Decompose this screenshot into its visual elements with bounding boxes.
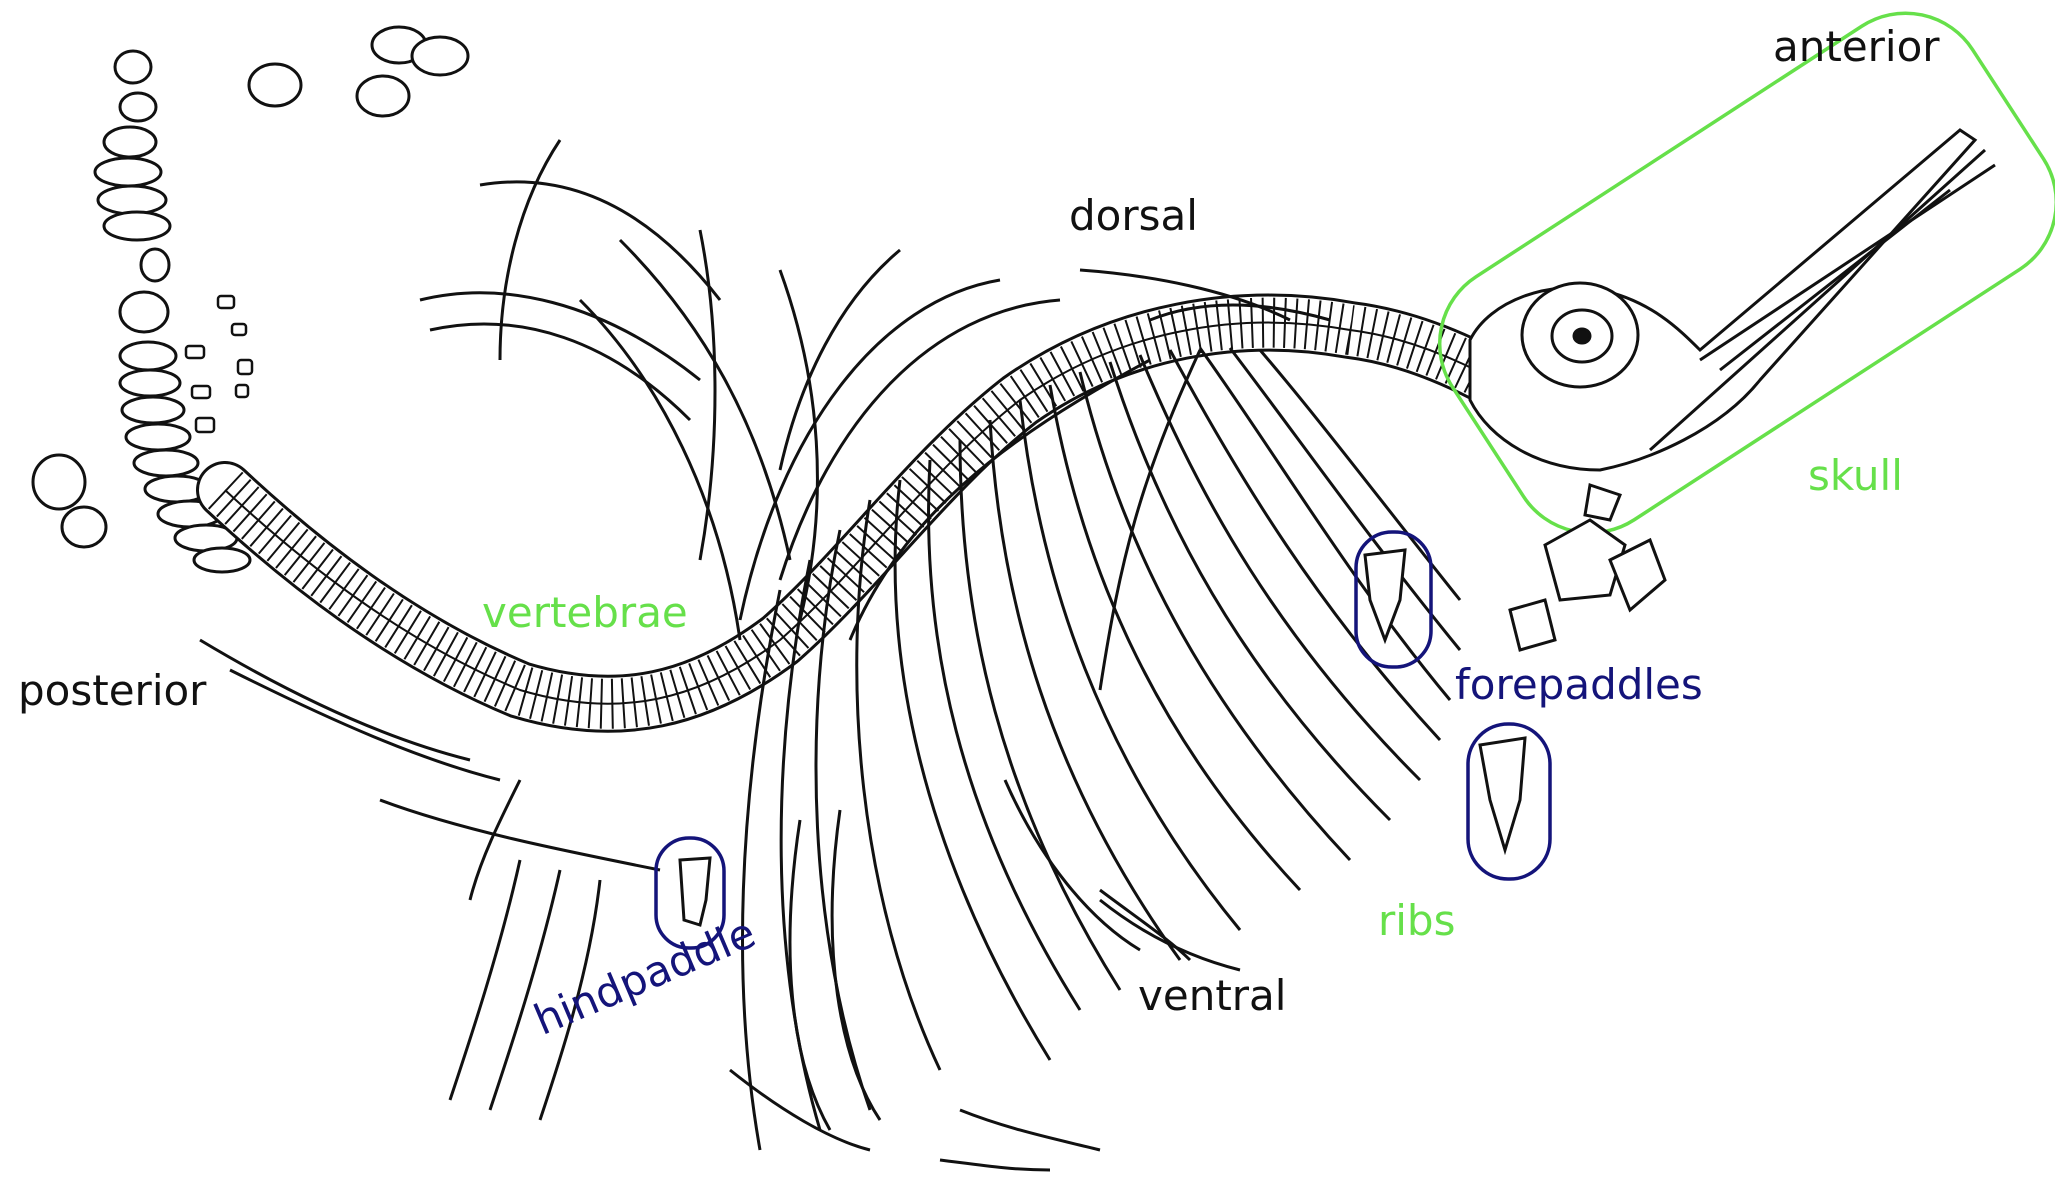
scattered-ribs [199, 139, 1192, 1172]
forepaddle-highlight-lower [1466, 722, 1552, 881]
ribs [741, 347, 1462, 1151]
paddle-highlights [654, 530, 1552, 950]
forepaddle-highlight-upper [1354, 530, 1433, 669]
skull-label: skull [1808, 451, 1903, 500]
tail-vertebrae [93, 91, 252, 574]
ventral-label: ventral [1138, 971, 1287, 1020]
posterior-label: posterior [18, 666, 207, 715]
skull-drawing [1468, 128, 1996, 472]
vertebrae-label: vertebrae [482, 588, 688, 637]
loose-vertebral-discs [31, 25, 470, 549]
scattered-small-bones [184, 294, 254, 434]
anterior-label: anterior [1773, 22, 1940, 71]
main-spine [196, 293, 1589, 733]
hindpaddle-bone [678, 856, 712, 927]
skull-highlight [1437, 11, 2055, 535]
dorsal-ribs [738, 268, 1331, 691]
dorsal-label: dorsal [1069, 191, 1198, 240]
ribs-label: ribs [1378, 896, 1456, 945]
skull-area-bones [1508, 483, 1667, 652]
forepaddle-bones [1363, 548, 1527, 856]
hindpaddle-highlight [654, 836, 726, 950]
forepaddles-label: forepaddles [1455, 660, 1703, 709]
